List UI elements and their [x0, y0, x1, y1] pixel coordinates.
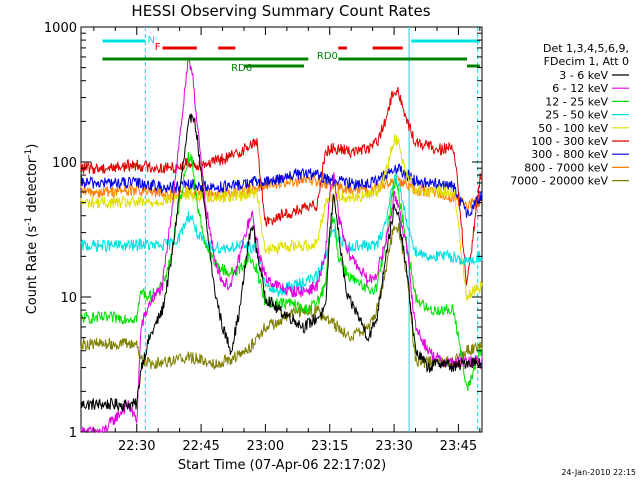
y-tick-label-2: 10: [60, 291, 77, 306]
y-tick-label-3: 100: [52, 156, 77, 171]
y-tick-label-1: 1: [69, 426, 77, 441]
legend-label-3: 12 - 25 keV: [545, 95, 608, 108]
legend-label-6: 100 - 300 keV: [531, 135, 608, 148]
series-line-9: [80, 223, 483, 370]
series-line-4: [80, 173, 483, 297]
legend-label-1: 3 - 6 keV: [559, 69, 608, 82]
legend-label-9: 7000 - 20000 keV: [510, 175, 608, 188]
status-label-rd0: RD0: [317, 51, 338, 62]
legend-label-7: 300 - 800 keV: [531, 148, 608, 161]
status-label-n: N: [147, 35, 154, 46]
series-line-5: [80, 134, 483, 302]
series-layer: [80, 57, 483, 434]
x-tick-label-3: 23:00: [247, 439, 284, 454]
y-tick-label-4: 1000: [44, 21, 77, 36]
series-line-7: [80, 163, 483, 218]
status-label-f: F: [155, 42, 161, 53]
x-axis: 22:30 22:45 23:00 23:15 23:30 23:45: [93, 27, 481, 454]
y-axis-label: Count Rate (s-1 detector-1): [24, 144, 40, 315]
y-axis-label-end: ): [25, 144, 40, 149]
y-axis-label-mid: detector: [25, 157, 40, 217]
legend-label-2: 6 - 12 keV: [552, 82, 608, 95]
x-tick-label-2: 22:45: [182, 439, 219, 454]
legend-label-8: 800 - 7000 keV: [524, 161, 608, 174]
chart-title: HESSI Observing Summary Count Rates: [131, 2, 430, 20]
series-line-3: [80, 151, 483, 391]
x-axis-label: Start Time (07-Apr-06 22:17:02): [178, 458, 386, 473]
series-line-2: [80, 57, 483, 434]
legend-label-5: 50 - 100 keV: [538, 122, 608, 135]
y-axis-label-main: Count Rate (s: [25, 226, 40, 315]
status-bars: NF RD0 RD6: [102, 35, 480, 74]
legend-header-2: FDecim 1, Att 0: [544, 55, 629, 68]
y-axis-label-sup1: -1: [24, 217, 34, 226]
legend-label-4: 25 - 50 keV: [545, 109, 608, 122]
series-line-6: [80, 86, 483, 286]
legend-header-1: Det 1,3,4,5,6,9,: [543, 42, 629, 55]
legend: Det 1,3,4,5,6,9, FDecim 1, Att 0 3 - 6 k…: [510, 42, 629, 188]
x-tick-label-5: 23:30: [375, 439, 412, 454]
x-tick-label-1: 22:30: [118, 439, 155, 454]
x-tick-label-4: 23:15: [311, 439, 348, 454]
y-axis: 1 10 100 1000: [44, 21, 482, 441]
series-line-1: [80, 112, 483, 413]
plot-area: [80, 26, 483, 433]
status-label-rd6: RD6: [231, 63, 252, 74]
x-tick-label-6: 23:45: [440, 439, 477, 454]
footer-timestamp: 24-Jan-2010 22:15: [561, 468, 636, 477]
y-axis-label-sup2: -1: [24, 149, 34, 158]
